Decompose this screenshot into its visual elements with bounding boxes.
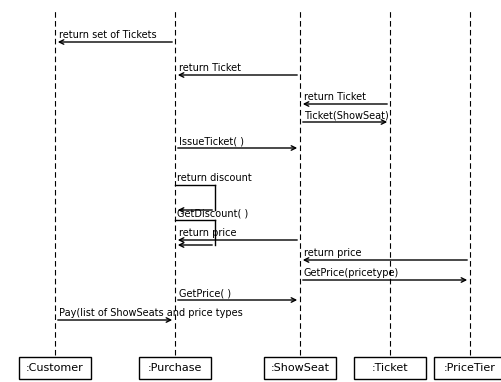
Text: Ticket(ShowSeat): Ticket(ShowSeat)	[304, 110, 389, 120]
Text: :PriceTier: :PriceTier	[444, 363, 496, 373]
Bar	[264, 357, 336, 379]
Bar	[19, 357, 91, 379]
Text: :Customer: :Customer	[26, 363, 84, 373]
Text: GetDiscount( ): GetDiscount( )	[177, 208, 248, 218]
Text: return Ticket: return Ticket	[179, 63, 241, 73]
Text: return set of Tickets: return set of Tickets	[59, 30, 157, 40]
Text: GetPrice( ): GetPrice( )	[179, 288, 231, 298]
Bar	[354, 357, 426, 379]
Text: return discount: return discount	[177, 173, 252, 183]
Text: :Ticket: :Ticket	[372, 363, 408, 373]
Text: Pay(list of ShowSeats and price types: Pay(list of ShowSeats and price types	[59, 308, 243, 318]
Bar	[139, 357, 211, 379]
Text: :ShowSeat: :ShowSeat	[271, 363, 330, 373]
Text: GetPrice(pricetype): GetPrice(pricetype)	[304, 268, 399, 278]
Text: :Purchase: :Purchase	[148, 363, 202, 373]
Text: return Ticket: return Ticket	[304, 92, 366, 102]
Bar	[434, 357, 501, 379]
Text: IssueTicket( ): IssueTicket( )	[179, 136, 244, 146]
Text: return price: return price	[179, 228, 236, 238]
Text: return price: return price	[304, 248, 362, 258]
